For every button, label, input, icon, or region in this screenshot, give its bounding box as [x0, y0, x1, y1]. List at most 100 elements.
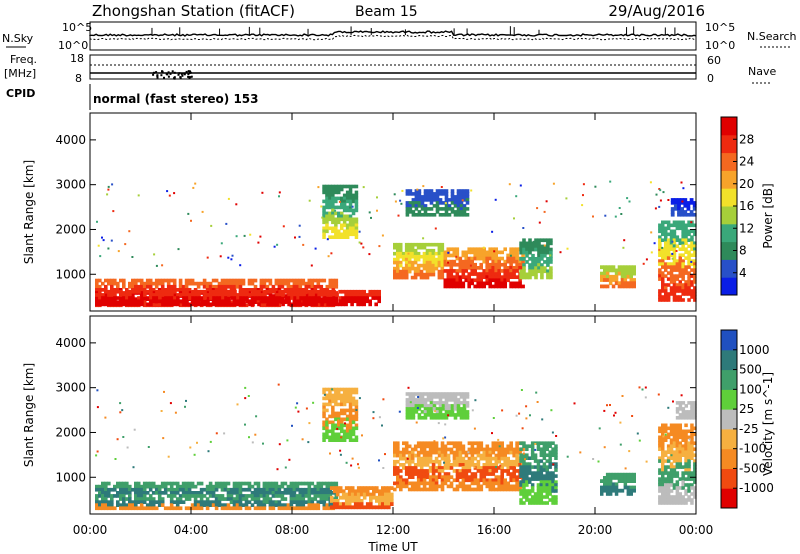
heatmap-cell	[301, 281, 306, 286]
heatmap-cell	[431, 447, 436, 452]
heatmap-cell	[449, 278, 454, 283]
heatmap-cell	[503, 463, 507, 467]
heatmap-cell	[629, 479, 633, 483]
heatmap-cell	[322, 500, 327, 504]
heatmap-cell	[95, 284, 99, 289]
heatmap-cell	[446, 272, 451, 276]
heatmap-cell	[407, 466, 412, 470]
heatmap-cell	[661, 471, 665, 475]
heatmap-cell	[434, 459, 439, 464]
heatmap-cell	[693, 477, 697, 481]
heatmap-cell	[470, 453, 475, 458]
heatmap-cell	[522, 459, 526, 463]
heatmap-cell	[664, 292, 668, 296]
heatmap-speck	[368, 253, 371, 256]
heatmap-cell	[107, 278, 111, 283]
heatmap-cell	[681, 453, 685, 457]
heatmap-cell	[182, 296, 186, 300]
heatmap-cell	[277, 288, 282, 292]
heatmap-cell	[509, 259, 513, 264]
heatmap-cell	[262, 500, 267, 504]
heatmap-cell	[623, 485, 628, 490]
heatmap-cell	[664, 238, 668, 242]
heatmap-cell	[104, 481, 108, 486]
heatmap-cell	[661, 423, 665, 428]
heatmap-cell	[420, 401, 425, 405]
heatmap-cell	[233, 302, 237, 307]
heatmap-cell	[197, 293, 201, 297]
heatmap-cell	[429, 401, 434, 405]
x-tick-label: 12:00	[376, 523, 411, 537]
heatmap-cell	[446, 475, 451, 479]
heatmap-cell	[325, 223, 329, 228]
heatmap-cell	[458, 456, 463, 461]
heatmap-cell	[528, 498, 532, 502]
heatmap-cell	[375, 505, 379, 510]
heatmap-cell	[408, 192, 413, 196]
heatmap-cell	[172, 288, 177, 292]
heatmap-cell	[455, 281, 460, 286]
heatmap-cell	[413, 254, 418, 259]
heatmap-cell	[603, 485, 607, 490]
heatmap-cell	[160, 281, 165, 286]
heatmap-speck	[443, 461, 445, 464]
heatmap-cell	[334, 217, 338, 222]
heatmap-cell	[404, 484, 409, 489]
heatmap-speck	[559, 251, 562, 254]
heatmap-cell	[396, 441, 400, 446]
heatmap-cell	[351, 402, 356, 407]
colorbar-tick-label: 4	[739, 266, 747, 280]
heatmap-cell	[441, 189, 446, 193]
heatmap-cell	[344, 486, 349, 490]
heatmap-cell	[208, 503, 213, 507]
heatmap-cell	[128, 289, 132, 294]
heatmap-cell	[531, 247, 535, 252]
heatmap-cell	[672, 498, 677, 502]
cpid-label: CPID	[6, 87, 35, 100]
heatmap-cell	[678, 447, 682, 451]
heatmap-cell	[459, 198, 464, 202]
heatmap-cell	[419, 275, 424, 280]
heatmap-speck	[376, 209, 378, 212]
heatmap-cell	[548, 444, 552, 448]
heatmap-cell	[325, 417, 329, 422]
heatmap-cell	[485, 269, 489, 273]
heatmap-cell	[142, 300, 147, 304]
heatmap-cell	[542, 468, 547, 472]
heatmap-cell	[536, 501, 541, 505]
heatmap-cell	[446, 453, 451, 458]
heatmap-cell	[325, 408, 329, 413]
heatmap-cell	[307, 487, 312, 492]
heatmap-speck	[196, 441, 198, 444]
heatmap-cell	[122, 293, 126, 297]
heatmap-cell	[139, 278, 144, 283]
heatmap-cell	[328, 503, 333, 507]
heatmap-cell	[608, 472, 613, 477]
heatmap-cell	[393, 242, 397, 247]
heatmap-cell	[465, 189, 470, 193]
heatmap-cell	[528, 468, 532, 472]
heatmap-cell	[396, 484, 400, 489]
heatmap-cell	[334, 278, 339, 283]
heatmap-speck	[114, 458, 117, 460]
heatmap-cell	[669, 477, 674, 481]
heatmap-cell	[274, 481, 279, 486]
heatmap-cell	[672, 229, 677, 234]
heatmap-cell	[678, 444, 682, 448]
heatmap-speck	[384, 453, 386, 456]
heatmap-cell	[681, 253, 685, 257]
heatmap-cell	[664, 489, 668, 493]
heatmap-cell	[194, 289, 198, 294]
heatmap-cell	[422, 254, 427, 259]
heatmap-cell	[342, 199, 347, 204]
heatmap-cell	[431, 487, 436, 492]
heatmap-cell	[328, 435, 332, 440]
nsky-trace	[89, 30, 697, 37]
heatmap-cell	[670, 201, 675, 205]
heatmap-cell	[506, 456, 510, 461]
heatmap-cell	[304, 481, 309, 486]
velocity-colorbar-label: Velocity [m s^-1]	[761, 372, 775, 476]
heatmap-cell	[687, 223, 691, 228]
heatmap-cell	[393, 275, 397, 280]
